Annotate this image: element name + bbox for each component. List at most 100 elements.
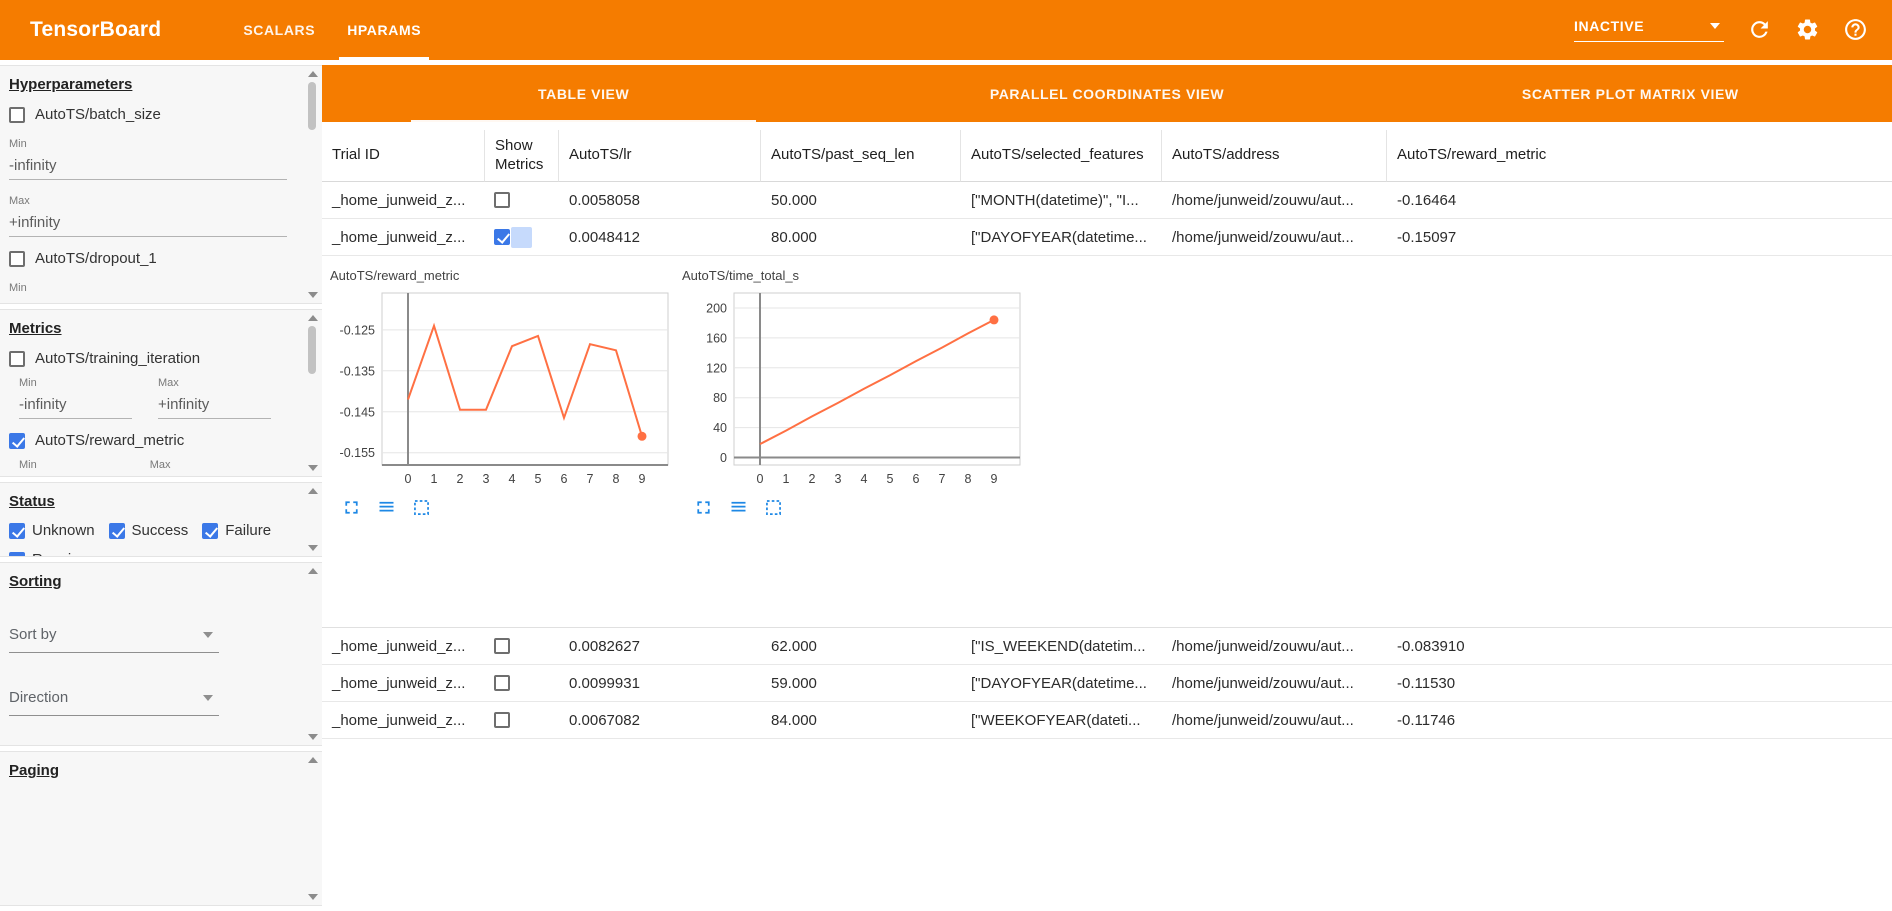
- tab-scalars[interactable]: SCALARS: [243, 22, 316, 38]
- batch-size-max-field: Max +infinity: [9, 195, 298, 237]
- chart-toolbar: [682, 497, 1034, 519]
- col-show-metrics: Show Metrics: [485, 130, 559, 182]
- svg-text:6: 6: [561, 472, 568, 486]
- show-metrics-checkbox[interactable]: [494, 638, 510, 654]
- svg-text:-0.135: -0.135: [340, 364, 375, 378]
- trial-id-cell: _home_junweid_z...: [322, 628, 485, 665]
- scroll-down-icon[interactable]: [308, 545, 318, 551]
- paging-section: Paging: [0, 751, 322, 906]
- hparam-dropout-1[interactable]: AutoTS/dropout_1: [9, 250, 298, 267]
- scroll-down-icon[interactable]: [308, 465, 318, 471]
- scroll-thumb[interactable]: [308, 82, 316, 130]
- scroll-up-icon[interactable]: [308, 315, 318, 321]
- reward-metric-line-chart[interactable]: -0.125 -0.135 -0.145 -0.155 0 1 2 3 4 5 6 7 8 9: [330, 285, 682, 491]
- show-metrics-cell: [485, 219, 559, 256]
- hparam-batch-size[interactable]: AutoTS/batch_size: [9, 106, 298, 123]
- expand-chart-button[interactable]: [340, 497, 362, 519]
- checkbox-icon: [202, 522, 219, 539]
- tab-hparams[interactable]: HPARAMS: [331, 0, 437, 60]
- section-scrollbar: [306, 69, 319, 300]
- checkbox-icon: [9, 522, 25, 539]
- scroll-up-icon[interactable]: [308, 71, 318, 77]
- metric-training-iteration[interactable]: AutoTS/training_iteration: [9, 350, 298, 367]
- run-status-value: INACTIVE: [1574, 18, 1645, 34]
- lr-cell: 0.0082627: [559, 628, 761, 665]
- status-unknown[interactable]: Unknown: [9, 522, 95, 539]
- col-lr: AutoTS/lr: [559, 130, 761, 182]
- scroll-thumb[interactable]: [308, 326, 316, 374]
- trial-id-cell: _home_junweid_z...: [322, 702, 485, 739]
- checkbox-icon: [9, 551, 25, 556]
- section-scrollbar: [306, 313, 319, 473]
- show-metrics-checkbox[interactable]: [494, 192, 510, 208]
- tab-table-view[interactable]: TABLE VIEW: [322, 65, 845, 122]
- lr-cell: 0.0099931: [559, 665, 761, 702]
- max-label: Max: [158, 377, 179, 389]
- status-failure[interactable]: Failure: [202, 522, 271, 539]
- fit-domain-button[interactable]: [410, 497, 432, 519]
- checkbox-icon: [9, 432, 25, 449]
- log-scale-button[interactable]: [375, 497, 397, 519]
- help-button[interactable]: [1842, 17, 1868, 43]
- status-section: Status Unknown Success Failure Running: [0, 482, 322, 557]
- metrics-title: Metrics: [9, 320, 62, 337]
- show-metrics-checkbox[interactable]: [494, 675, 510, 691]
- svg-text:6: 6: [913, 472, 920, 486]
- scroll-up-icon[interactable]: [308, 488, 318, 494]
- scroll-down-icon[interactable]: [308, 734, 318, 740]
- selected-features-cell: ["IS_WEEKEND(datetim...: [961, 628, 1162, 665]
- scroll-up-icon[interactable]: [308, 568, 318, 574]
- status-success[interactable]: Success: [108, 522, 188, 539]
- past-seq-len-cell: 59.000: [761, 665, 961, 702]
- direction-select[interactable]: Direction: [9, 689, 219, 716]
- tab-scatter-plot-matrix-view[interactable]: SCATTER PLOT MATRIX VIEW: [1521, 85, 1739, 102]
- scroll-up-icon[interactable]: [308, 757, 318, 763]
- max-input[interactable]: +infinity: [158, 389, 271, 419]
- run-status-dropdown[interactable]: INACTIVE: [1574, 18, 1724, 42]
- scroll-down-icon[interactable]: [308, 894, 318, 900]
- sort-by-select[interactable]: Sort by: [9, 626, 219, 653]
- col-selected-features: AutoTS/selected_features: [961, 130, 1162, 182]
- svg-text:9: 9: [639, 472, 646, 486]
- fit-domain-button[interactable]: [762, 497, 784, 519]
- status-title: Status: [9, 493, 55, 510]
- col-trial-id: Trial ID: [322, 130, 485, 182]
- log-scale-button[interactable]: [727, 497, 749, 519]
- min-label: Min: [19, 377, 37, 389]
- svg-text:3: 3: [483, 472, 490, 486]
- selected-features-cell: ["MONTH(datetime)", "I...: [961, 182, 1162, 219]
- chevron-down-icon: [203, 631, 213, 638]
- expand-chart-button[interactable]: [692, 497, 714, 519]
- max-input[interactable]: +infinity: [9, 207, 287, 237]
- show-metrics-cell: [485, 182, 559, 219]
- reward-metric-cell: -0.16464: [1387, 182, 1892, 219]
- training-iteration-range: Min -infinity Max +infinity: [9, 367, 298, 419]
- sort-by-label: Sort by: [9, 626, 57, 643]
- paging-title: Paging: [9, 762, 60, 779]
- settings-button[interactable]: [1794, 17, 1820, 43]
- metric-reward-metric[interactable]: AutoTS/reward_metric: [9, 432, 298, 449]
- min-input[interactable]: -infinity: [9, 150, 287, 180]
- show-metrics-cell: [485, 665, 559, 702]
- dashed-box-icon: [765, 500, 781, 515]
- time-total-line-chart[interactable]: 200 160 120 80 40 0 0 1 2 3 4 5 6 7 8 9: [682, 285, 1034, 491]
- refresh-button[interactable]: [1746, 17, 1772, 43]
- sorting-section: Sorting Sort by Direction: [0, 562, 322, 746]
- scroll-down-icon[interactable]: [308, 292, 318, 298]
- past-seq-len-cell: 80.000: [761, 219, 961, 256]
- svg-text:8: 8: [965, 472, 972, 486]
- trial-id-cell: _home_junweid_z...: [322, 665, 485, 702]
- reward-metric-chart-block: AutoTS/reward_metric -0.125 -0.135 -0.145-…: [330, 268, 682, 519]
- address-cell: /home/junweid/zouwu/aut...: [1162, 182, 1387, 219]
- trial-id-cell: _home_junweid_z...: [322, 182, 485, 219]
- svg-text:7: 7: [587, 472, 594, 486]
- show-metrics-checkbox[interactable]: [494, 229, 510, 245]
- fullscreen-icon: [696, 501, 710, 514]
- svg-text:-0.145: -0.145: [340, 405, 375, 419]
- app-header: TensorBoard SCALARS HPARAMS INACTIVE: [0, 0, 1892, 60]
- show-metrics-checkbox[interactable]: [494, 712, 510, 728]
- min-input[interactable]: -infinity: [19, 389, 132, 419]
- col-address: AutoTS/address: [1162, 130, 1387, 182]
- tab-parallel-coordinates-view[interactable]: PARALLEL COORDINATES VIEW: [989, 85, 1225, 102]
- status-running[interactable]: Running: [9, 551, 88, 556]
